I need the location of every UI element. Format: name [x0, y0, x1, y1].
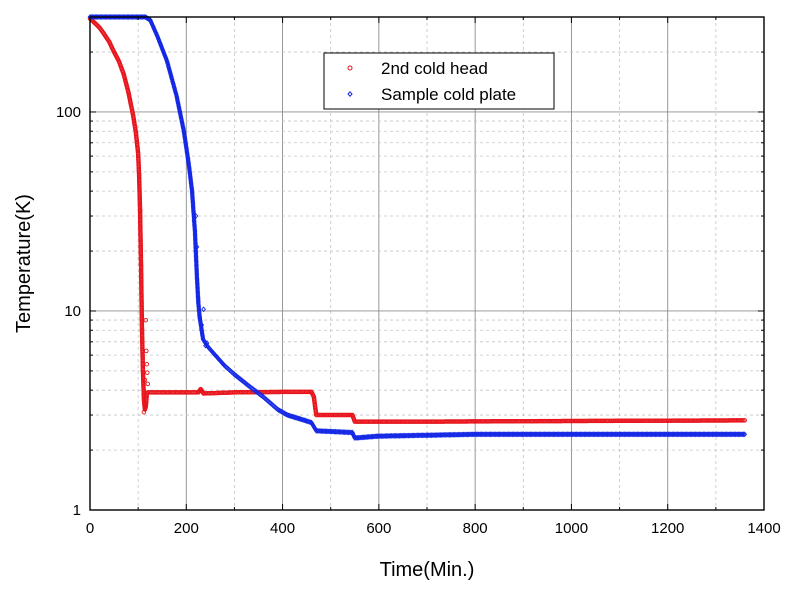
- data-point: [139, 328, 145, 333]
- data-point: [173, 89, 178, 96]
- data-point: [282, 410, 288, 417]
- ticks: [89, 16, 765, 511]
- data-point: [306, 418, 312, 425]
- data-point: [143, 317, 149, 323]
- data-point: [303, 417, 308, 424]
- data-point: [156, 36, 162, 43]
- data-point: [141, 409, 147, 415]
- data-point: [144, 348, 149, 354]
- data-point: [137, 208, 143, 213]
- y-tick-label: 1: [73, 502, 81, 519]
- legend-item-sample-cold-plate: Sample cold plate: [347, 85, 516, 104]
- data-point: [741, 431, 746, 438]
- x-tick-label: 1200: [651, 520, 684, 537]
- series-layer: [87, 14, 748, 441]
- data-point: [301, 417, 307, 424]
- grid: [90, 16, 764, 510]
- data-point: [145, 381, 151, 387]
- x-tick-label: 200: [174, 520, 199, 537]
- data-point: [742, 418, 747, 423]
- x-tick-label: 1400: [747, 520, 780, 537]
- x-tick-label: 400: [270, 520, 295, 537]
- data-point: [159, 45, 165, 52]
- y-tick-label: 10: [64, 303, 81, 320]
- legend-label: 2nd cold head: [381, 59, 488, 78]
- data-point: [297, 415, 302, 422]
- data-point: [199, 322, 205, 328]
- legend-box: [323, 52, 555, 110]
- data-point: [286, 412, 291, 419]
- data-point: [142, 377, 148, 383]
- legend: 2nd cold head Sample cold plate: [323, 52, 555, 110]
- series-sample-cold-plate: [87, 14, 748, 441]
- x-axis-title: Time(Min.): [380, 559, 475, 581]
- legend-marker-diamond: [347, 91, 353, 97]
- data-point: [145, 370, 150, 375]
- y-tick-labels: 1 10 100: [56, 104, 81, 519]
- data-point: [195, 295, 201, 302]
- data-point: [163, 54, 169, 61]
- data-point: [276, 407, 282, 414]
- data-point: [280, 409, 286, 416]
- data-point: [193, 213, 199, 219]
- data-point: [298, 416, 303, 423]
- data-point: [204, 340, 210, 347]
- data-point: [167, 69, 173, 76]
- data-point: [201, 306, 206, 313]
- data-point: [742, 431, 748, 438]
- legend-item-2nd-cold-head: 2nd cold head: [347, 59, 488, 78]
- data-point: [161, 51, 167, 57]
- data-point: [289, 413, 295, 420]
- legend-marker-circle: [347, 65, 353, 71]
- data-point: [197, 314, 203, 321]
- legend-label: Sample cold plate: [381, 85, 516, 104]
- y-tick-label: 100: [56, 104, 81, 121]
- data-point: [283, 411, 289, 418]
- data-point: [285, 412, 290, 418]
- x-tick-label: 0: [86, 520, 94, 537]
- y-axis-title: Temperature(K): [13, 194, 35, 333]
- data-point: [144, 361, 150, 367]
- data-point: [304, 418, 309, 424]
- data-point: [166, 64, 172, 71]
- x-tick-label: 1000: [555, 520, 588, 537]
- x-tick-label: 600: [366, 520, 391, 537]
- x-tick-labels: 0 200 400 600 800 1000 1200 1400: [86, 520, 781, 537]
- data-point: [172, 86, 178, 93]
- data-point: [277, 407, 283, 414]
- data-point: [305, 418, 311, 425]
- data-point: [194, 243, 200, 250]
- data-point: [167, 66, 172, 73]
- data-point: [293, 414, 299, 421]
- x-tick-label: 800: [463, 520, 488, 537]
- data-point: [138, 262, 144, 268]
- data-point: [200, 335, 206, 342]
